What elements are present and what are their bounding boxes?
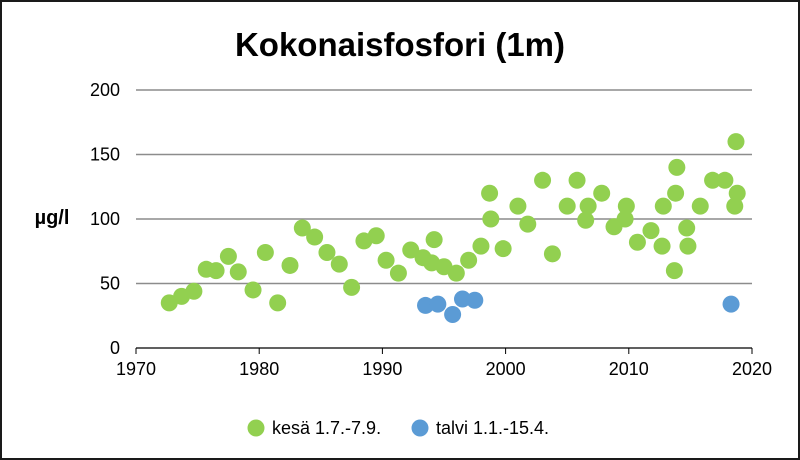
summer-point — [256, 244, 274, 262]
grid — [135, 89, 753, 354]
x-tick-label: 2020 — [732, 359, 772, 379]
summer-point — [543, 245, 561, 263]
x-tick-label: 2010 — [609, 359, 649, 379]
y-tick-label: 100 — [90, 209, 120, 229]
y-tick-label: 200 — [90, 80, 120, 100]
summer-point — [472, 237, 490, 255]
y-tick-label: 0 — [110, 338, 120, 358]
winter-point — [722, 295, 740, 313]
winter-point — [444, 305, 462, 323]
summer-point — [534, 171, 552, 189]
summer-point — [665, 262, 683, 280]
summer-point — [728, 184, 746, 202]
summer-point — [568, 171, 586, 189]
summer-point — [509, 197, 527, 215]
x-tick-label: 2000 — [486, 359, 526, 379]
x-tick-label: 1980 — [239, 359, 279, 379]
y-axis-label: µg/l — [35, 207, 70, 229]
summer-point — [306, 228, 324, 246]
summer-point — [460, 251, 478, 269]
winter-point — [429, 295, 447, 313]
summer-point — [494, 240, 512, 258]
summer-point — [281, 256, 299, 274]
summer-point — [668, 158, 686, 176]
summer-point — [482, 210, 500, 228]
data-points — [160, 133, 746, 323]
summer-point — [207, 262, 225, 280]
winter-point — [466, 291, 484, 309]
summer-point — [343, 278, 361, 296]
summer-point — [628, 233, 646, 251]
x-tick-label: 1990 — [362, 359, 402, 379]
summer-point — [716, 171, 734, 189]
summer-point — [704, 171, 722, 189]
summer-point — [229, 263, 247, 281]
summer-point — [678, 219, 696, 237]
winter-point — [417, 296, 435, 314]
summer-point — [330, 255, 348, 273]
summer-point — [519, 215, 537, 233]
winter-point — [453, 290, 471, 308]
summer-point — [577, 211, 595, 229]
summer-point — [727, 133, 745, 151]
summer-point — [726, 197, 744, 215]
summer-point — [481, 184, 499, 202]
summer-point — [447, 264, 465, 282]
y-tick-label: 150 — [90, 145, 120, 165]
summer-point — [367, 227, 385, 245]
summer-point — [219, 247, 237, 265]
summer-point — [617, 197, 635, 215]
x-tick-labels: 1970 1980 1990 2000 2010 2020 — [116, 359, 772, 379]
summer-point — [244, 281, 262, 299]
summer-point — [293, 219, 311, 237]
summer-point — [389, 264, 407, 282]
y-tick-label: 50 — [100, 274, 120, 294]
legend-label: kesä 1.7.-7.9. — [272, 418, 381, 438]
summer-point — [654, 197, 672, 215]
x-tick-label: 1970 — [116, 359, 156, 379]
summer-point — [579, 197, 597, 215]
summer-point — [653, 237, 671, 255]
summer-point — [185, 282, 203, 300]
summer-point — [318, 244, 336, 262]
summer-point — [377, 251, 395, 269]
summer-point — [425, 231, 443, 249]
summer-point — [593, 184, 611, 202]
legend-label: talvi 1.1.-15.4. — [436, 418, 549, 438]
summer-point — [667, 184, 685, 202]
summer-point — [616, 210, 634, 228]
summer-point — [679, 237, 697, 255]
chart-title: Kokonaisfosfori (1m) — [235, 26, 565, 63]
legend-marker — [247, 419, 265, 437]
summer-point — [642, 222, 660, 240]
legend: kesä 1.7.-7.9. talvi 1.1.-15.4. — [247, 418, 549, 438]
summer-point — [558, 197, 576, 215]
legend-marker — [411, 419, 429, 437]
summer-point — [691, 197, 709, 215]
summer-point — [402, 241, 420, 259]
y-tick-labels: 0 50 100 150 200 — [90, 80, 120, 358]
summer-point — [269, 294, 287, 312]
